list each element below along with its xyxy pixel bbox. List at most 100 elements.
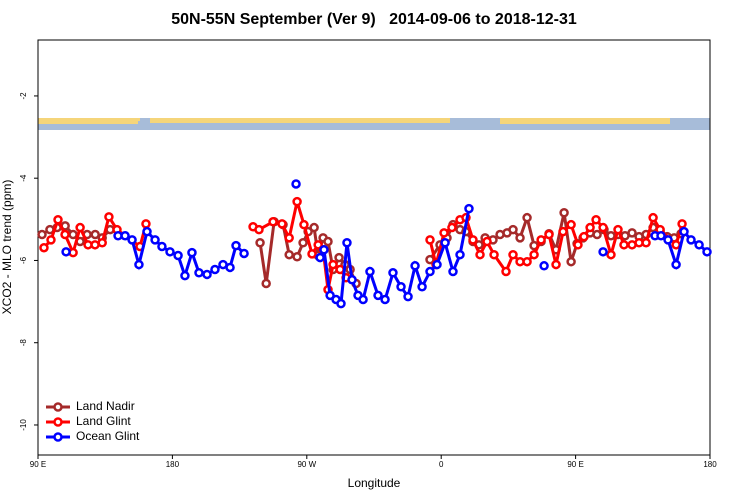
point	[410, 261, 420, 271]
point	[468, 235, 478, 245]
point	[335, 264, 345, 275]
point	[187, 247, 197, 258]
point	[482, 236, 492, 247]
point	[573, 240, 583, 250]
point	[522, 212, 532, 223]
legend-label: Ocean Glint	[76, 429, 140, 443]
point	[309, 222, 319, 233]
map-strip	[38, 118, 710, 130]
point	[210, 264, 220, 275]
legend-marker	[53, 402, 63, 412]
point	[254, 224, 264, 235]
chart-title: 50N-55N September (Ver 9) 2014-09-06 to …	[171, 11, 577, 28]
point	[579, 231, 589, 242]
point	[173, 250, 183, 261]
y-tick-label: -4	[19, 174, 28, 182]
point	[559, 207, 569, 218]
series-line	[118, 208, 708, 307]
point	[558, 226, 568, 237]
point	[194, 268, 204, 278]
point	[141, 219, 151, 229]
legend-label: Land Nadir	[76, 399, 135, 413]
point	[544, 229, 554, 240]
point	[440, 238, 450, 248]
series	[61, 179, 712, 309]
point	[380, 294, 390, 305]
point	[150, 235, 160, 245]
point	[61, 247, 71, 257]
point	[225, 262, 235, 273]
point	[291, 179, 301, 189]
point	[134, 259, 144, 270]
point	[403, 291, 413, 302]
point	[231, 240, 241, 251]
legend-marker	[53, 417, 63, 427]
point	[656, 231, 666, 241]
point	[671, 240, 681, 250]
point	[591, 214, 601, 225]
point	[255, 238, 265, 248]
y-tick-label: -8	[19, 339, 28, 347]
point	[464, 203, 474, 214]
point	[127, 235, 137, 245]
point	[598, 222, 608, 233]
point	[202, 269, 212, 280]
point	[142, 226, 152, 237]
point	[358, 294, 368, 305]
point	[315, 252, 325, 263]
point	[292, 196, 302, 207]
point	[585, 222, 595, 233]
x-axis-label: Longitude	[348, 476, 401, 490]
point	[686, 235, 696, 245]
point	[613, 224, 623, 235]
y-tick-label: -6	[19, 256, 28, 264]
point	[37, 229, 47, 240]
point	[307, 249, 317, 259]
point	[347, 275, 357, 285]
point	[319, 245, 329, 255]
point	[489, 249, 499, 260]
point	[515, 233, 525, 243]
point	[529, 249, 539, 260]
point	[60, 229, 70, 240]
point	[120, 231, 130, 241]
point	[298, 238, 308, 248]
point	[396, 282, 406, 292]
point	[679, 226, 689, 237]
point	[641, 238, 651, 248]
point	[522, 256, 532, 267]
point	[592, 229, 602, 240]
point	[336, 298, 346, 309]
point	[39, 242, 49, 253]
point	[323, 236, 333, 247]
point	[90, 229, 100, 240]
point	[97, 238, 107, 248]
point	[425, 266, 435, 277]
point	[663, 235, 673, 245]
point	[292, 252, 302, 262]
x-tick-label: 180	[703, 460, 717, 469]
point	[373, 290, 383, 301]
point	[104, 212, 114, 222]
point	[508, 224, 518, 235]
y-axis-label: XCO2 - MLO trend (ppm)	[0, 180, 14, 315]
point	[261, 278, 271, 289]
point	[365, 266, 375, 277]
point	[439, 228, 449, 238]
point	[388, 268, 398, 278]
point	[334, 252, 344, 263]
series	[39, 196, 687, 295]
point	[702, 247, 712, 257]
point	[648, 212, 658, 223]
point	[239, 248, 249, 259]
point	[157, 241, 167, 252]
point	[277, 219, 287, 229]
point	[455, 249, 465, 260]
point	[328, 259, 338, 270]
x-tick-label: 90 E	[30, 460, 46, 469]
legend-marker	[53, 432, 63, 442]
point	[619, 240, 629, 250]
point	[284, 233, 294, 243]
point	[566, 219, 576, 230]
